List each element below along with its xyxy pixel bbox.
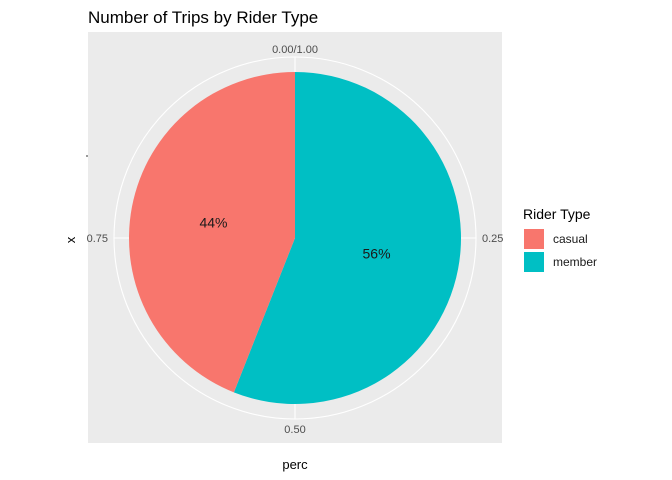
angular-tick-label: 0.00/1.00 — [272, 44, 318, 56]
x-axis-title: perc — [282, 457, 308, 472]
legend-key-member — [524, 252, 544, 272]
angular-tick-label: 0.75 — [87, 233, 108, 245]
chart-title: Number of Trips by Rider Type — [88, 8, 318, 27]
legend-title: Rider Type — [523, 206, 591, 222]
y-axis-title: x — [63, 236, 78, 243]
legend: Rider Type casual member — [523, 206, 597, 272]
angular-tick-labels: 0.00/1.00 0.25 0.50 0.75 — [87, 44, 504, 436]
slice-member — [233, 72, 461, 404]
angular-tick-label: 0.50 — [284, 424, 305, 436]
slice-label-casual: 44% — [199, 214, 227, 230]
legend-label-casual: casual — [553, 232, 588, 246]
slice-labels: 56% 44% — [199, 214, 390, 261]
legend-key-casual — [524, 229, 544, 249]
pie-slices — [129, 71, 461, 404]
legend-label-member: member — [553, 255, 597, 269]
slice-label-member: 56% — [363, 246, 391, 262]
slice-casual — [129, 71, 295, 393]
angular-tick-label: 0.25 — [482, 233, 503, 245]
